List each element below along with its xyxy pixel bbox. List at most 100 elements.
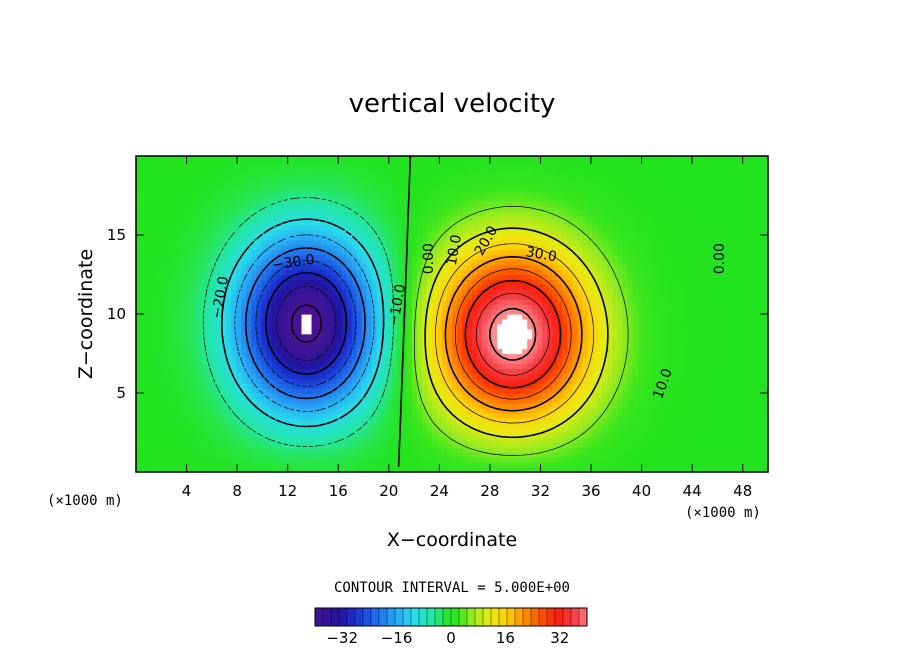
- field-cell: [371, 328, 378, 335]
- field-cell: [482, 457, 488, 463]
- field-cell: [492, 210, 498, 216]
- field-cell: [512, 294, 518, 300]
- field-cell: [221, 462, 227, 468]
- field-cell: [507, 279, 513, 285]
- field-cell: [487, 239, 493, 246]
- field-cell: [206, 254, 212, 261]
- field-cell: [331, 156, 338, 162]
- field-cell: [492, 195, 498, 202]
- field-cell: [361, 156, 368, 162]
- field-cell: [221, 432, 227, 439]
- field-cell: [371, 368, 378, 374]
- field-cell: [472, 249, 478, 256]
- field-cell: [366, 373, 373, 379]
- field-cell: [512, 388, 518, 394]
- field-cell: [457, 318, 463, 325]
- field-cell: [311, 244, 318, 251]
- field-cell: [331, 397, 338, 404]
- field-cell: [171, 170, 177, 177]
- field-cell: [411, 407, 418, 414]
- field-cell: [236, 422, 242, 429]
- field-cell: [446, 432, 453, 439]
- field-cell: [431, 442, 438, 448]
- field-cell: [321, 309, 328, 315]
- field-cell: [156, 402, 162, 409]
- field-cell: [411, 200, 418, 206]
- field-cell: [406, 254, 413, 261]
- field-cell: [251, 388, 257, 394]
- field-cell: [497, 338, 503, 345]
- field-cell: [426, 215, 433, 221]
- field-cell: [331, 437, 338, 443]
- field-cell: [492, 156, 498, 162]
- field-cell: [411, 185, 418, 192]
- field-cell: [141, 462, 147, 468]
- field-cell: [366, 407, 373, 414]
- field-cell: [206, 412, 212, 419]
- field-cell: [186, 323, 192, 330]
- field-cell: [156, 373, 162, 379]
- field-cell: [351, 373, 358, 379]
- field-cell: [246, 442, 252, 448]
- field-cell: [472, 373, 478, 379]
- field-cell: [291, 284, 298, 290]
- field-cell: [261, 333, 268, 340]
- field-cell: [256, 160, 262, 167]
- field-cell: [201, 264, 207, 271]
- field-cell: [477, 373, 483, 379]
- field-cell: [251, 343, 257, 350]
- field-cell: [336, 259, 343, 266]
- field-cell: [181, 165, 187, 172]
- field-cell: [231, 328, 237, 335]
- field-cell: [276, 215, 283, 221]
- field-cell: [336, 185, 343, 192]
- field-cell: [502, 422, 508, 429]
- field-cell: [236, 363, 242, 369]
- field-cell: [261, 447, 268, 453]
- field-cell: [201, 462, 207, 468]
- field-cell: [191, 407, 197, 414]
- field-cell: [462, 353, 468, 360]
- field-cell: [366, 348, 373, 355]
- field-cell: [281, 417, 288, 424]
- field-cell: [482, 407, 488, 414]
- field-cell: [166, 165, 172, 172]
- field-cell: [246, 323, 252, 330]
- field-cell: [236, 432, 242, 439]
- field-cell: [281, 432, 288, 439]
- field-cell: [266, 225, 273, 231]
- field-cell: [146, 388, 152, 394]
- field-cell: [286, 195, 293, 202]
- field-cell: [271, 180, 278, 187]
- field-cell: [376, 175, 383, 182]
- field-cell: [446, 160, 453, 167]
- field-cell: [196, 417, 202, 424]
- field-cell: [477, 402, 483, 409]
- field-cell: [141, 225, 147, 231]
- field-cell: [426, 348, 433, 355]
- field-cell: [266, 323, 273, 330]
- field-cell: [211, 274, 217, 281]
- field-cell: [381, 432, 388, 439]
- field-cell: [336, 274, 343, 281]
- field-cell: [291, 210, 298, 216]
- field-cell: [261, 180, 268, 187]
- field-cell: [146, 274, 152, 281]
- field-cell: [141, 294, 147, 300]
- field-cell: [336, 417, 343, 424]
- field-cell: [316, 235, 323, 241]
- field-cell: [241, 373, 247, 379]
- field-cell: [467, 195, 473, 202]
- field-cell: [216, 284, 222, 290]
- field-cell: [446, 170, 453, 177]
- field-cell: [206, 225, 212, 231]
- field-cell: [462, 442, 468, 448]
- field-cell: [396, 215, 403, 221]
- field-cell: [431, 309, 438, 315]
- field-cell: [141, 368, 147, 374]
- field-cell: [492, 230, 498, 236]
- field-cell: [216, 175, 222, 182]
- field-cell: [517, 244, 523, 251]
- field-cell: [396, 170, 403, 177]
- field-cell: [171, 165, 177, 172]
